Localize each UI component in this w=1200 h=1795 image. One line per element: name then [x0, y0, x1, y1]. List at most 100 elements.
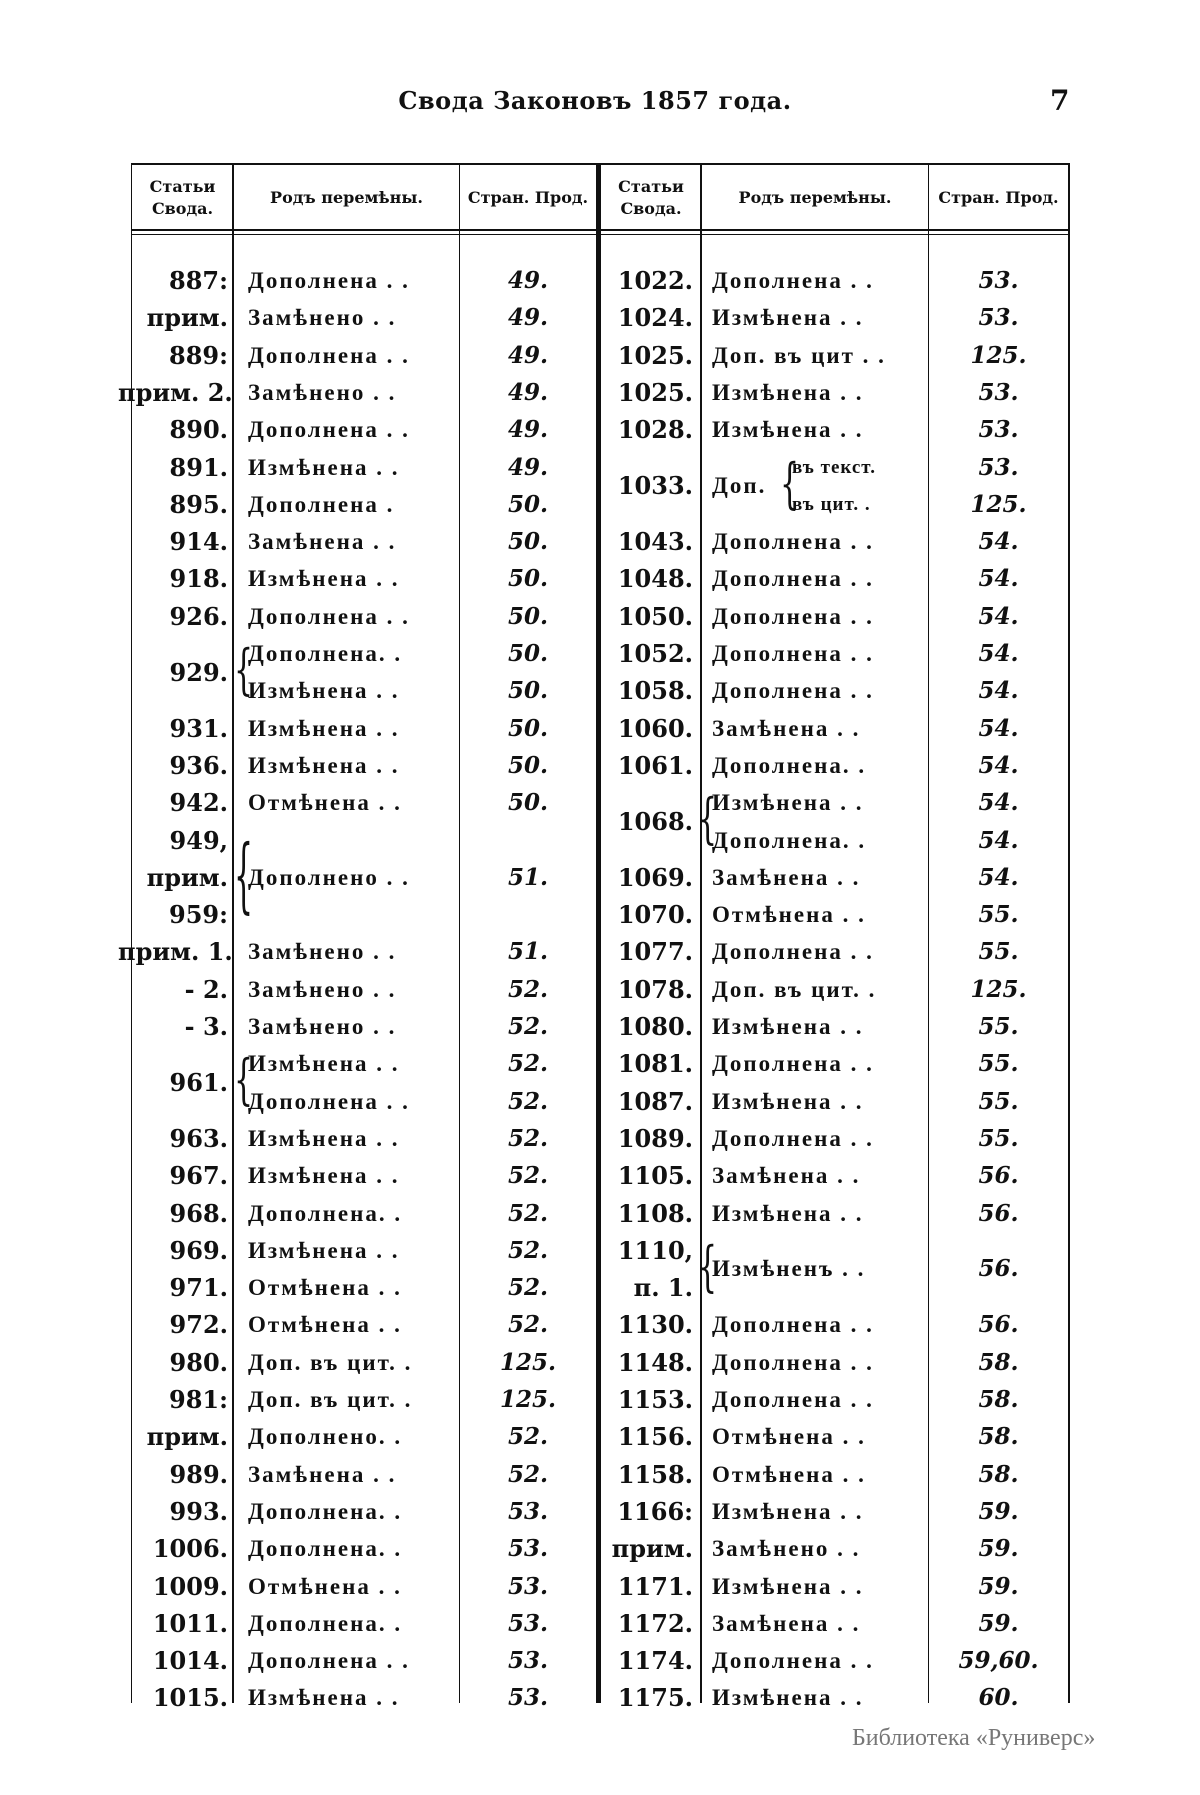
change-type: Отмѣнена . .: [712, 902, 866, 928]
page-reference: 52.: [507, 1311, 548, 1339]
article-number: 891.: [169, 452, 228, 482]
change-type: Дополнена . .: [712, 603, 874, 629]
page-reference: 54.: [978, 640, 1019, 667]
change-type: Измѣнена . .: [712, 1088, 864, 1114]
brace-icon: {: [234, 1049, 254, 1113]
header-change-left: Родъ перемѣны.: [270, 188, 423, 207]
article-number: прим.: [146, 1422, 228, 1452]
change-type: Измѣнена . .: [248, 454, 400, 480]
article-number: 1175.: [617, 1683, 693, 1713]
article-number: 914.: [169, 527, 228, 557]
article-number: 1148.: [617, 1347, 693, 1377]
article-number: 1061.: [617, 750, 693, 780]
change-type: Замѣнено . .: [248, 939, 397, 965]
article-number: 936.: [169, 750, 228, 780]
change-type: Измѣнена . .: [248, 678, 400, 704]
page-reference: 50.: [507, 640, 548, 667]
change-type: Дополнена. .: [248, 1536, 403, 1562]
page-reference: 53.: [978, 416, 1019, 444]
page-reference: 54.: [978, 789, 1019, 817]
page-reference: 59.: [978, 1572, 1019, 1600]
page-reference: 52.: [507, 1162, 548, 1190]
change-type: Замѣнено . .: [248, 379, 397, 405]
change-type: Дополнено . .: [248, 864, 410, 890]
change-type: Измѣнена . .: [248, 566, 400, 592]
change-type: Дополнена . .: [712, 1387, 874, 1412]
brace-icon: {: [780, 452, 800, 516]
article-number: 1028.: [617, 415, 693, 445]
change-type: Дополнена . .: [712, 939, 874, 965]
page-reference: 58.: [978, 1423, 1019, 1451]
article-number: 1070.: [617, 900, 693, 930]
page-reference: 59,60.: [958, 1647, 1039, 1675]
change-type: Дополнена .: [248, 491, 395, 517]
change-type: Измѣнена . .: [248, 1163, 400, 1189]
page-reference: 53.: [978, 378, 1019, 406]
page-reference: 55.: [978, 938, 1019, 966]
change-type: въ текст.: [792, 456, 876, 478]
page-reference: 53.: [507, 1497, 548, 1525]
article-number: 968.: [169, 1198, 228, 1228]
page-reference: 54.: [978, 714, 1019, 742]
article-number: 981:: [169, 1385, 228, 1414]
article-number: 1043.: [617, 527, 693, 557]
change-type: Дополнена . .: [712, 678, 874, 704]
page-reference: 50.: [507, 789, 548, 817]
change-type: Отмѣнена . .: [248, 1275, 402, 1301]
change-type: Замѣнена . .: [712, 715, 861, 741]
page-reference: 50.: [507, 751, 548, 779]
change-type: Дополнена . .: [712, 1648, 874, 1674]
change-type: Измѣнена . .: [248, 1237, 400, 1263]
page-reference: 58.: [978, 1348, 1019, 1376]
change-type: Измѣнена . .: [712, 305, 864, 331]
header-article-left: Статьи Свода.: [149, 177, 216, 218]
change-prefix: Доп.: [712, 473, 767, 499]
article-number: прим. 1.: [118, 937, 233, 967]
article-number: 967.: [169, 1161, 228, 1191]
change-type: Доп. въ цит. .: [248, 1387, 413, 1412]
change-type: Измѣнена . .: [248, 1125, 400, 1151]
page-reference: 53.: [978, 453, 1019, 481]
article-number: 961.: [169, 1067, 228, 1097]
page-reference: 51.: [507, 863, 548, 891]
change-type: Измѣнена . .: [712, 1498, 864, 1524]
page-reference: 52.: [507, 1274, 548, 1302]
change-type: Измѣнена . .: [712, 790, 864, 816]
page-reference: 49.: [507, 304, 548, 332]
change-type: Замѣнено . .: [248, 1014, 397, 1039]
page-reference: 54.: [978, 751, 1019, 779]
rule-right-change: [928, 163, 929, 1703]
article-number: 1052.: [617, 639, 693, 668]
change-type: Доп. въ цит . .: [712, 342, 886, 368]
page-reference: 53.: [978, 267, 1019, 294]
change-type: въ цит. .: [792, 493, 871, 515]
change-type: Отмѣнена . .: [248, 790, 402, 816]
page-reference: 60.: [978, 1684, 1019, 1712]
article-number: 1011.: [152, 1608, 228, 1638]
change-type: Измѣнена . .: [248, 715, 400, 741]
article-number: 1077.: [617, 937, 693, 967]
page-reference: 59.: [978, 1609, 1019, 1637]
page-reference: 52.: [507, 1013, 548, 1040]
change-type: Дополнена. .: [248, 641, 403, 666]
article-number: 949,: [169, 825, 228, 855]
article-number: 1006.: [152, 1534, 228, 1564]
article-number: 1025.: [617, 377, 693, 407]
article-number: 1081.: [617, 1049, 693, 1079]
page-reference: 52.: [507, 1423, 548, 1451]
header-page-left: Стран. Прод.: [467, 188, 589, 207]
page-reference: 52.: [507, 1199, 548, 1227]
page-reference: 55.: [978, 1087, 1019, 1115]
change-type: Измѣнена . .: [712, 1685, 864, 1711]
article-number: 1130.: [617, 1310, 693, 1340]
change-type: Доп. въ цит. .: [248, 1349, 413, 1375]
change-type: Замѣнена . .: [248, 1461, 397, 1487]
page-reference: 55.: [978, 1124, 1019, 1152]
page-reference: 125.: [499, 1386, 557, 1413]
rule-outer-right: [1068, 163, 1070, 1703]
article-number: 993.: [169, 1496, 228, 1526]
change-type: Отмѣнена . .: [712, 1461, 866, 1487]
watermark: Библиотека «Руниверс»: [852, 1725, 1096, 1751]
article-number: 1015.: [152, 1683, 228, 1713]
article-number: п. 1.: [633, 1273, 693, 1303]
